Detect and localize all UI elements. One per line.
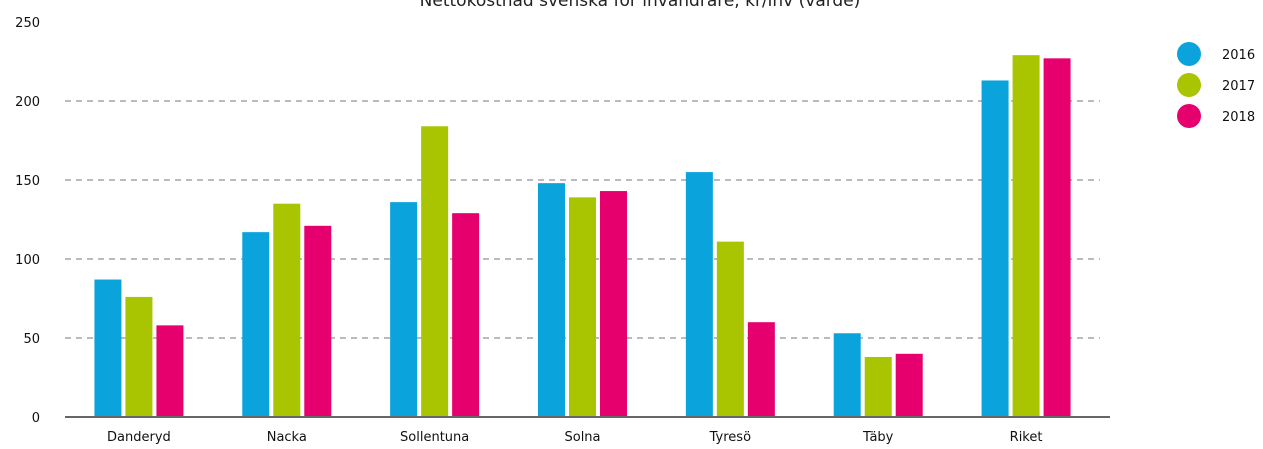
bars	[94, 55, 1071, 418]
bar-täby-2016	[833, 333, 861, 417]
chart-title: Nettokostnad svenska för invandrare, kr/…	[420, 0, 861, 11]
bar-danderyd-2018	[156, 325, 184, 417]
bar-tyresö-2017	[716, 241, 744, 417]
x-tick-label: Riket	[1010, 430, 1043, 445]
x-tick-label: Tyresö	[709, 430, 751, 445]
bar-solna-2017	[569, 197, 596, 417]
legend-label: 2017	[1222, 79, 1255, 94]
bar-danderyd-2017	[125, 296, 153, 417]
y-tick-label: 100	[15, 253, 40, 268]
bar-nacka-2018	[304, 225, 332, 417]
x-tick-label: Danderyd	[107, 430, 171, 445]
x-tick-label: Täby	[862, 430, 894, 445]
y-tick-label: 0	[32, 411, 40, 426]
bar-solna-2016	[538, 183, 565, 417]
bar-danderyd-2016	[94, 279, 122, 417]
bar-tyresö-2016	[685, 172, 713, 417]
x-axis-ticks: Danderyd Nacka Sollentuna Solna Tyresö Täby Ri…	[107, 430, 1042, 445]
bar-sollentuna-2016	[390, 202, 418, 417]
legend-swatch-2018	[1177, 104, 1201, 128]
bar-täby-2017	[864, 356, 892, 417]
legend-label: 2016	[1222, 48, 1255, 63]
x-tick-label: Solna	[564, 430, 600, 445]
x-tick-label: Sollentuna	[400, 430, 469, 445]
legend-label: 2018	[1222, 110, 1255, 125]
bar-solna-2018	[600, 191, 627, 417]
legend-swatch-2016	[1177, 42, 1201, 66]
y-tick-label: 250	[15, 16, 40, 31]
bar-riket-2016	[981, 80, 1009, 418]
bar-sollentuna-2018	[452, 213, 480, 417]
bar-täby-2018	[895, 353, 923, 417]
legend: 2016 2017 2018	[1177, 42, 1255, 128]
bar-nacka-2017	[273, 203, 301, 417]
bar-riket-2018	[1043, 58, 1071, 418]
y-tick-label: 150	[15, 174, 40, 189]
y-tick-label: 200	[15, 95, 40, 110]
x-tick-label: Nacka	[267, 430, 307, 445]
bar-tyresö-2018	[747, 322, 775, 417]
legend-swatch-2017	[1177, 73, 1201, 97]
bar-nacka-2016	[242, 232, 270, 417]
bar-sollentuna-2017	[421, 126, 449, 417]
y-axis-ticks: 0 50 100 150 200 250	[15, 16, 40, 426]
y-tick-label: 50	[23, 332, 40, 347]
bar-riket-2017	[1012, 55, 1040, 418]
